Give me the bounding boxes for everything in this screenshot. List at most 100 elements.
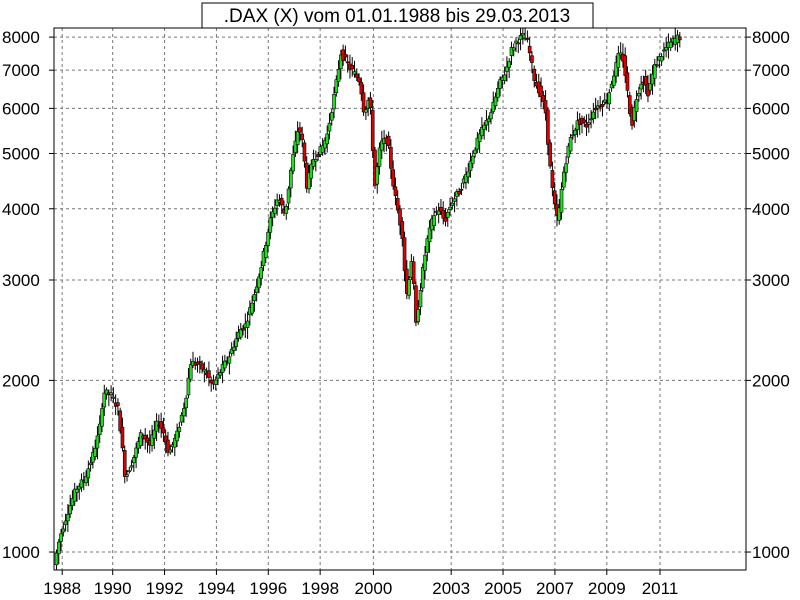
candle-body <box>270 211 275 218</box>
candle-body <box>302 142 307 162</box>
candle-body <box>416 309 420 322</box>
candle-body <box>539 85 543 98</box>
candle-body <box>505 66 509 72</box>
candle-body <box>252 294 257 302</box>
candle-body <box>475 137 480 150</box>
candle-body <box>61 528 66 533</box>
candle-body <box>307 172 311 190</box>
candle-body <box>386 135 391 147</box>
candle-body <box>509 47 514 56</box>
candle-body <box>616 53 621 68</box>
candle-body <box>602 99 607 103</box>
candle-body <box>482 124 486 130</box>
candle-body <box>68 505 72 515</box>
candle-body <box>279 197 284 206</box>
candle-body <box>609 83 614 89</box>
candle-body <box>257 276 261 289</box>
candle-body <box>659 56 664 62</box>
candle-body <box>648 83 653 91</box>
x-tick-label: 2005 <box>484 579 522 598</box>
candle-body <box>473 149 477 154</box>
candle-body <box>207 370 211 378</box>
candle-body <box>218 372 223 376</box>
candle-body <box>402 237 407 272</box>
candle-body <box>238 329 243 338</box>
candle-body <box>407 279 411 296</box>
x-tick-label: 2009 <box>588 579 626 598</box>
candle-body <box>120 426 125 449</box>
candle-body <box>493 96 498 107</box>
candle-body <box>88 462 93 466</box>
candle-body <box>273 207 277 214</box>
candle-body <box>582 119 587 123</box>
candle-body <box>525 38 530 40</box>
candle-body <box>314 159 318 162</box>
candle-body <box>573 129 577 135</box>
candle-body <box>125 474 129 477</box>
candle-body <box>516 42 521 45</box>
candle-body <box>300 133 304 140</box>
candle-body <box>327 122 332 132</box>
candle-body <box>143 434 148 440</box>
candle-body <box>420 267 425 289</box>
candle-body <box>527 45 532 54</box>
candle-body <box>411 261 416 284</box>
candle-body <box>316 154 320 157</box>
x-tick-label: 1996 <box>249 579 287 598</box>
candle-body <box>480 127 484 137</box>
candle-body <box>266 231 270 246</box>
candle-body <box>566 145 571 158</box>
candle-body <box>391 169 395 187</box>
candle-body <box>295 131 300 146</box>
y-tick-label-right: 4000 <box>752 200 790 219</box>
candle-body <box>441 210 446 219</box>
x-tick-label: 1988 <box>43 579 81 598</box>
candle-body <box>213 379 218 385</box>
candle-body <box>354 73 359 78</box>
candle-body <box>541 95 546 102</box>
candle-body <box>425 238 430 253</box>
candle-body <box>557 207 562 221</box>
candle-body <box>111 396 116 399</box>
y-tick-label-left: 6000 <box>2 99 40 118</box>
candle-body <box>345 61 350 64</box>
candle-body <box>561 171 566 188</box>
candle-body <box>184 397 188 409</box>
candle-body <box>168 449 173 453</box>
candle-body <box>634 99 639 112</box>
chart-title-box: .DAX (X) vom 01.01.1988 bis 29.03.2013 <box>201 2 594 29</box>
candle-body <box>234 338 239 347</box>
candle-body <box>298 127 302 133</box>
candle-body <box>86 468 91 479</box>
x-tick-label: 1992 <box>146 579 184 598</box>
candle-body <box>152 429 157 439</box>
candle-body <box>571 134 575 137</box>
candle-body <box>179 414 184 423</box>
candle-body <box>311 158 316 167</box>
candle-body <box>284 206 289 214</box>
x-tick-label: 1994 <box>198 579 236 598</box>
candle-body <box>323 140 327 149</box>
candle-body <box>77 486 82 490</box>
y-tick-label-right: 6000 <box>752 99 790 118</box>
candle-body <box>229 348 234 354</box>
candle-body <box>375 166 380 185</box>
candle-body <box>614 62 618 77</box>
candle-body <box>145 437 150 443</box>
candle-body <box>486 118 491 123</box>
candle-body <box>200 363 204 370</box>
candle-body <box>664 47 668 51</box>
candle-body <box>150 434 154 446</box>
candle-body <box>223 360 227 369</box>
candle-body <box>268 217 273 233</box>
candle-body <box>470 155 475 164</box>
candle-body <box>334 79 339 94</box>
y-tick-label-left: 8000 <box>2 28 40 47</box>
candle-body <box>591 111 596 119</box>
candle-body <box>339 54 343 69</box>
candle-body <box>400 221 405 239</box>
candle-body <box>393 186 398 196</box>
candle-body <box>122 450 127 477</box>
candle-body <box>466 171 471 178</box>
candle-body <box>361 92 366 113</box>
